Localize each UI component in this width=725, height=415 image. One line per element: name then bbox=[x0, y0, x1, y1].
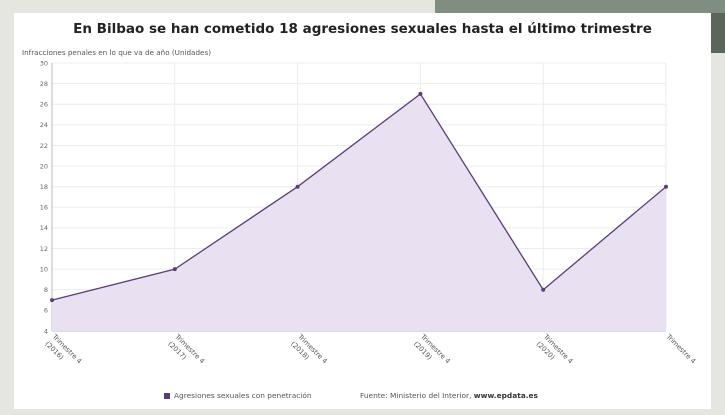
source-link[interactable]: www.epdata.es bbox=[473, 391, 538, 400]
chart-card: En Bilbao se han cometido 18 agresiones … bbox=[14, 13, 711, 409]
source-label: Fuente: Ministerio del Interior, bbox=[360, 391, 472, 400]
y-tick-label: 28 bbox=[40, 80, 48, 88]
data-point bbox=[295, 184, 300, 189]
x-tick-line1: Trimestre 4 bbox=[664, 332, 697, 365]
data-point bbox=[418, 91, 423, 96]
chart-series-line bbox=[51, 92, 667, 301]
data-point bbox=[664, 184, 668, 189]
y-tick-label: 30 bbox=[40, 59, 48, 67]
source-note: Fuente: Ministerio del Interior, www.epd… bbox=[360, 391, 538, 400]
chart-area-fill bbox=[52, 93, 666, 331]
legend-swatch bbox=[164, 392, 170, 399]
chart-title: En Bilbao se han cometido 18 agresiones … bbox=[73, 21, 652, 37]
right-edge-decoration bbox=[711, 13, 725, 53]
y-tick-label: 20 bbox=[40, 162, 48, 170]
top-corner-decoration bbox=[435, 0, 725, 13]
x-tick-label: Trimestre 4(2017) bbox=[166, 332, 206, 365]
chart-subtitle: Infracciones penales en lo que va de año… bbox=[22, 48, 211, 57]
data-point bbox=[541, 287, 546, 292]
x-tick-label: Trimestre 4 bbox=[664, 332, 697, 365]
chart-grid bbox=[51, 62, 667, 332]
chart-plot: 4 6 8 10 12 14 16 18 20 22 24 26 28 30 Trimestre 4(20… bbox=[40, 59, 698, 365]
chart-x-axis-ticks: Trimestre 4(2016) Trimestre 4(2017) Trimes… bbox=[44, 332, 698, 365]
y-tick-label: 26 bbox=[40, 101, 48, 109]
legend-label: Agresiones sexuales con penetración bbox=[174, 391, 312, 400]
series-area bbox=[52, 93, 666, 331]
y-tick-label: 18 bbox=[40, 183, 48, 191]
data-point bbox=[50, 298, 54, 303]
y-tick-label: 4 bbox=[44, 327, 48, 335]
x-tick-label: Trimestre 4(2016) bbox=[44, 332, 84, 365]
chart-y-axis-ticks: 4 6 8 10 12 14 16 18 20 22 24 26 28 30 bbox=[40, 59, 48, 335]
x-tick-label: Trimestre 4(2019) bbox=[412, 332, 452, 365]
x-tick-label: Trimestre 4(2020) bbox=[535, 332, 575, 365]
y-tick-label: 24 bbox=[40, 121, 48, 129]
data-point bbox=[172, 267, 177, 272]
y-tick-label: 16 bbox=[40, 204, 48, 212]
y-tick-label: 22 bbox=[40, 142, 48, 150]
y-tick-label: 6 bbox=[44, 307, 48, 315]
y-tick-label: 14 bbox=[40, 224, 48, 232]
chart-points bbox=[50, 91, 668, 303]
chart-legend: Agresiones sexuales con penetración bbox=[164, 391, 312, 400]
y-tick-label: 12 bbox=[40, 245, 48, 253]
x-tick-label: Trimestre 4(2018) bbox=[289, 332, 329, 365]
series-line bbox=[51, 92, 667, 301]
y-tick-label: 8 bbox=[44, 286, 48, 294]
y-tick-label: 10 bbox=[40, 265, 48, 273]
